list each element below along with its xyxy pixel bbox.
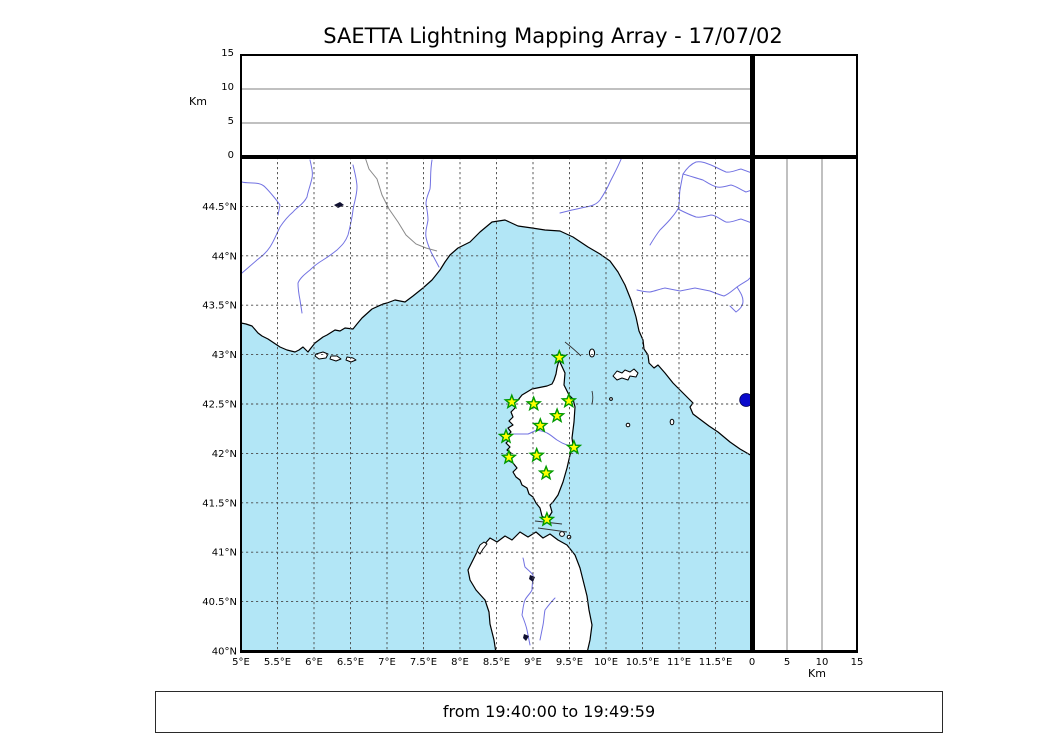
tick-label: 5 (228, 116, 234, 127)
tick-label: 9.5°E (556, 657, 583, 668)
top-axis-km-label: Km (189, 95, 207, 108)
time-range-text: from 19:40:00 to 19:49:59 (442, 702, 656, 721)
panel-frames (240, 54, 858, 653)
tick-label: 41.5°N (202, 498, 237, 509)
tick-label: 44°N (212, 251, 237, 262)
map-panel (241, 157, 752, 651)
tick-label: 43.5°N (202, 301, 237, 312)
top-panel-gridlines (241, 88, 752, 124)
tick-label: 6.5°E (337, 657, 364, 668)
lightning-event-layer (739, 393, 752, 407)
top-altitude-panel-bg (241, 55, 752, 157)
tick-label: 5°E (232, 657, 250, 668)
lakes (334, 202, 535, 641)
coastline-sardinia (467, 531, 593, 651)
map-right-separator (750, 54, 755, 653)
tick-label: 10 (221, 82, 234, 93)
axis-labels: 0 5 10 15 44.5°N 44°N 43.5°N 43°N 42.5°N 42°N 41.5… (202, 48, 863, 668)
map-top-separator (240, 155, 858, 159)
tick-label: 15 (851, 657, 864, 668)
tick-label: 10°E (594, 657, 618, 668)
figure-title: SAETTA Lightning Mapping Array - 17/07/0… (323, 24, 783, 48)
tick-label: 8.5°E (483, 657, 510, 668)
coastline-mainland (241, 157, 752, 457)
right-panel-gridlines (786, 157, 823, 651)
tick-label: 8°E (451, 657, 469, 668)
country-border (364, 157, 438, 252)
tick-label: 42°N (212, 449, 237, 460)
tick-label: 0 (749, 657, 755, 668)
tick-label: 42.5°N (202, 400, 237, 411)
tick-label: 7°E (378, 657, 396, 668)
tick-label: 43°N (212, 350, 237, 361)
tick-label: 41°N (212, 548, 237, 559)
tick-label: 11°E (667, 657, 691, 668)
right-axis-km-label: Km (808, 667, 826, 680)
time-range-box: from 19:40:00 to 19:49:59 (155, 691, 943, 733)
tick-label: 11.5°E (699, 657, 733, 668)
tick-label: 15 (221, 48, 234, 59)
tick-label: 9°E (524, 657, 542, 668)
tick-label: 5.5°E (264, 657, 291, 668)
tick-label: 0 (228, 150, 234, 161)
corner-box-bg (752, 55, 857, 157)
tick-label: 40.5°N (202, 597, 237, 608)
tick-label: 10 (816, 657, 829, 668)
right-altitude-panel-bg (752, 157, 857, 651)
tick-label: 10.5°E (626, 657, 660, 668)
tick-label: 5 (784, 657, 790, 668)
rivers (241, 157, 752, 646)
small-islands (314, 348, 675, 555)
tick-label: 6°E (305, 657, 323, 668)
tick-label: 40°N (212, 647, 237, 658)
lightning-event-dot (739, 393, 752, 407)
tick-label: 44.5°N (202, 202, 237, 213)
tick-label: 7.5°E (410, 657, 437, 668)
